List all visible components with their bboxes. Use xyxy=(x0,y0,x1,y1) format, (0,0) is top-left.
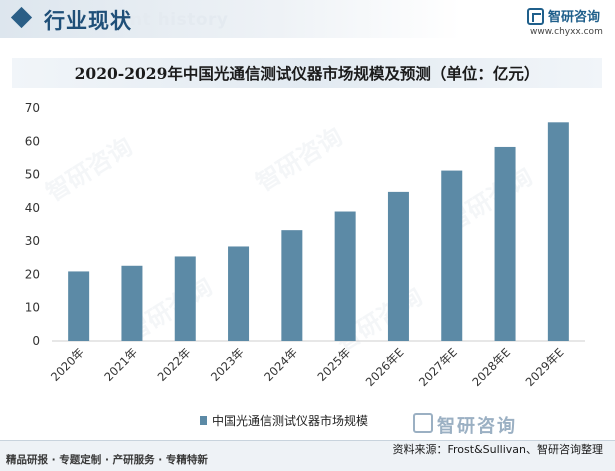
bar-2021年 xyxy=(121,265,143,341)
y-tick-label: 40 xyxy=(25,201,40,215)
y-tick-label: 70 xyxy=(25,101,40,115)
bar-2025年 xyxy=(334,211,356,341)
x-tick-label: 2028年E xyxy=(469,345,513,389)
title-band xyxy=(12,58,602,88)
header-banner: ent history 行业现状 智研咨询 www.chyxx.com xyxy=(0,0,615,38)
x-tick-label: 2026年E xyxy=(363,345,407,389)
bar-2029年E xyxy=(547,122,569,341)
legend-label: 中国光通信测试仪器市场规模 xyxy=(212,413,368,428)
brand-name: 智研咨询 xyxy=(548,10,601,25)
x-tick-label: 2022年 xyxy=(155,345,194,384)
x-tick-label: 2021年 xyxy=(101,345,140,384)
source-note: 资料来源：Frost&Sullivan、智研咨询整理 xyxy=(392,443,603,456)
y-tick-label: 50 xyxy=(25,168,40,182)
bar-2028年E xyxy=(494,146,516,341)
bar-2022年 xyxy=(174,256,196,341)
header-ghost-text: ent history xyxy=(118,10,229,30)
bar-2020年 xyxy=(68,271,90,341)
brand-logo-icon xyxy=(527,8,544,25)
section-title: 行业现状 xyxy=(44,9,132,33)
x-tick-label: 2025年 xyxy=(315,345,354,384)
y-tick-label: 60 xyxy=(25,134,40,148)
footer-logo-icon xyxy=(413,413,433,433)
y-tick-label: 0 xyxy=(32,334,40,348)
bar-2023年 xyxy=(228,246,250,341)
brand-url: www.chyxx.com xyxy=(530,27,603,37)
bar-chart: 0 10 20 30 40 50 60 70 2020年 2021年 2022年 2023年 2024年… xyxy=(25,101,585,428)
slogan: 精品研报 · 专题定制 · 产研服务 · 专精特新 xyxy=(6,454,208,466)
x-tick-label: 2023年 xyxy=(208,345,247,384)
y-tick-label: 10 xyxy=(25,301,40,315)
x-tick-label: 2029年E xyxy=(523,345,567,389)
x-tick-label: 2027年E xyxy=(416,345,460,389)
x-tick-label: 2024年 xyxy=(261,345,300,384)
legend-swatch xyxy=(200,416,207,425)
chart-title: 2020-2029年中国光通信测试仪器市场规模及预测（单位：亿元） xyxy=(74,64,540,83)
bar-2026年E xyxy=(387,191,409,341)
bar-2024年 xyxy=(281,230,303,341)
footer-divider xyxy=(0,440,615,441)
footer-logo-text: 智研咨询 xyxy=(437,416,517,437)
y-tick-label: 20 xyxy=(25,267,40,281)
x-tick-label: 2020年 xyxy=(48,345,87,384)
bar-2027年E xyxy=(441,170,463,341)
y-tick-label: 30 xyxy=(25,234,40,248)
footer: 资料来源：Frost&Sullivan、智研咨询整理 精品研报 · 专题定制 ·… xyxy=(0,440,615,471)
